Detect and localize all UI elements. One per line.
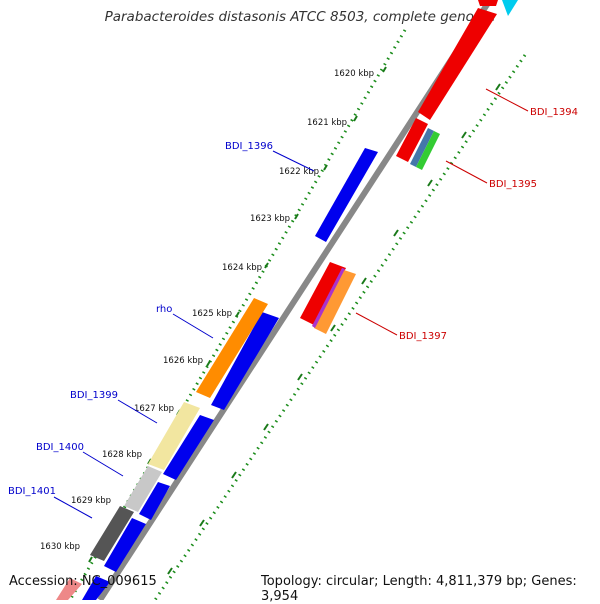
kbp-label-1621: 1621 kbp bbox=[307, 118, 347, 128]
label-bdi-1400[interactable]: BDI_1400 bbox=[36, 442, 84, 453]
cds-bdi-1397-red[interactable] bbox=[300, 262, 346, 326]
kbp-label-1620: 1620 kbp bbox=[334, 69, 374, 79]
callout-bdi-1399 bbox=[117, 399, 158, 424]
kbp-label-1627: 1627 kbp bbox=[134, 404, 174, 414]
callout-rho bbox=[172, 313, 214, 339]
label-bdi-1397[interactable]: BDI_1397 bbox=[399, 331, 447, 342]
cds-bdi-1399-blue[interactable] bbox=[163, 415, 214, 480]
reverse-cds bbox=[300, 0, 518, 334]
callout-bdi-1400 bbox=[82, 451, 124, 477]
accession-text: Accession: NC_009615 bbox=[9, 574, 157, 589]
cds-bdi-1395-green[interactable] bbox=[416, 131, 440, 170]
gene-bdi-1401[interactable] bbox=[90, 506, 134, 561]
map-title: Parabacteroides distasonis ATCC 8503, co… bbox=[104, 9, 496, 25]
cds-bdi-1395-red[interactable] bbox=[396, 118, 428, 162]
kbp-label-1624: 1624 kbp bbox=[222, 263, 262, 273]
cds-bdi-1397-stripe[interactable] bbox=[314, 270, 356, 334]
tick-marks-inner bbox=[167, 83, 501, 575]
cds-bottom-blue[interactable] bbox=[82, 576, 110, 600]
forward-cds bbox=[82, 148, 378, 600]
gene-labels: BDI_1394 BDI_1395 BDI_1396 BDI_1397 rho … bbox=[8, 107, 578, 497]
kbp-label-1629: 1629 kbp bbox=[71, 496, 111, 506]
kbp-labels: 1620 kbp 1621 kbp 1622 kbp 1623 kbp 1624… bbox=[40, 69, 374, 552]
label-rho[interactable]: rho bbox=[156, 304, 172, 315]
label-bdi-1394[interactable]: BDI_1394 bbox=[530, 107, 578, 118]
gene-rho[interactable] bbox=[196, 298, 268, 398]
label-bdi-1396[interactable]: BDI_1396 bbox=[225, 141, 273, 152]
cds-bdi-1397-purple[interactable] bbox=[312, 268, 345, 328]
callout-bdi-1394 bbox=[485, 88, 529, 112]
cds-bdi-1401-blue[interactable] bbox=[104, 518, 146, 572]
kbp-label-1626: 1626 kbp bbox=[163, 356, 203, 366]
label-bdi-1395[interactable]: BDI_1395 bbox=[489, 179, 537, 190]
gene-bdi-1399[interactable] bbox=[148, 402, 200, 470]
callout-bdi-1401 bbox=[53, 496, 93, 519]
cds-bdi-1400-blue[interactable] bbox=[139, 482, 170, 520]
cds-cyan-top[interactable] bbox=[502, 0, 518, 16]
label-bdi-1399[interactable]: BDI_1399 bbox=[70, 390, 118, 401]
gene-bdi-1400[interactable] bbox=[124, 466, 162, 512]
kbp-label-1623: 1623 kbp bbox=[250, 214, 290, 224]
label-bdi-1401[interactable]: BDI_1401 bbox=[8, 486, 56, 497]
annotated-genes bbox=[56, 298, 268, 600]
kbp-label-1628: 1628 kbp bbox=[102, 450, 142, 460]
callout-bdi-1396 bbox=[272, 150, 315, 172]
gene-bottom-pink[interactable] bbox=[56, 578, 82, 600]
cds-bdi-1394-top[interactable] bbox=[478, 0, 498, 6]
kbp-label-1630: 1630 kbp bbox=[40, 542, 80, 552]
cds-bdi-1396[interactable] bbox=[315, 148, 378, 242]
cds-bdi-1394[interactable] bbox=[418, 8, 497, 120]
cds-bdi-1395-blue[interactable] bbox=[410, 128, 434, 167]
kbp-label-1622: 1622 kbp bbox=[279, 167, 319, 177]
kbp-label-1625: 1625 kbp bbox=[192, 309, 232, 319]
callout-bdi-1395 bbox=[445, 160, 488, 184]
gc-ring-inner bbox=[153, 54, 527, 600]
cds-rho-blue[interactable] bbox=[211, 312, 279, 410]
callout-lines bbox=[53, 88, 529, 519]
callout-bdi-1397 bbox=[355, 312, 398, 336]
